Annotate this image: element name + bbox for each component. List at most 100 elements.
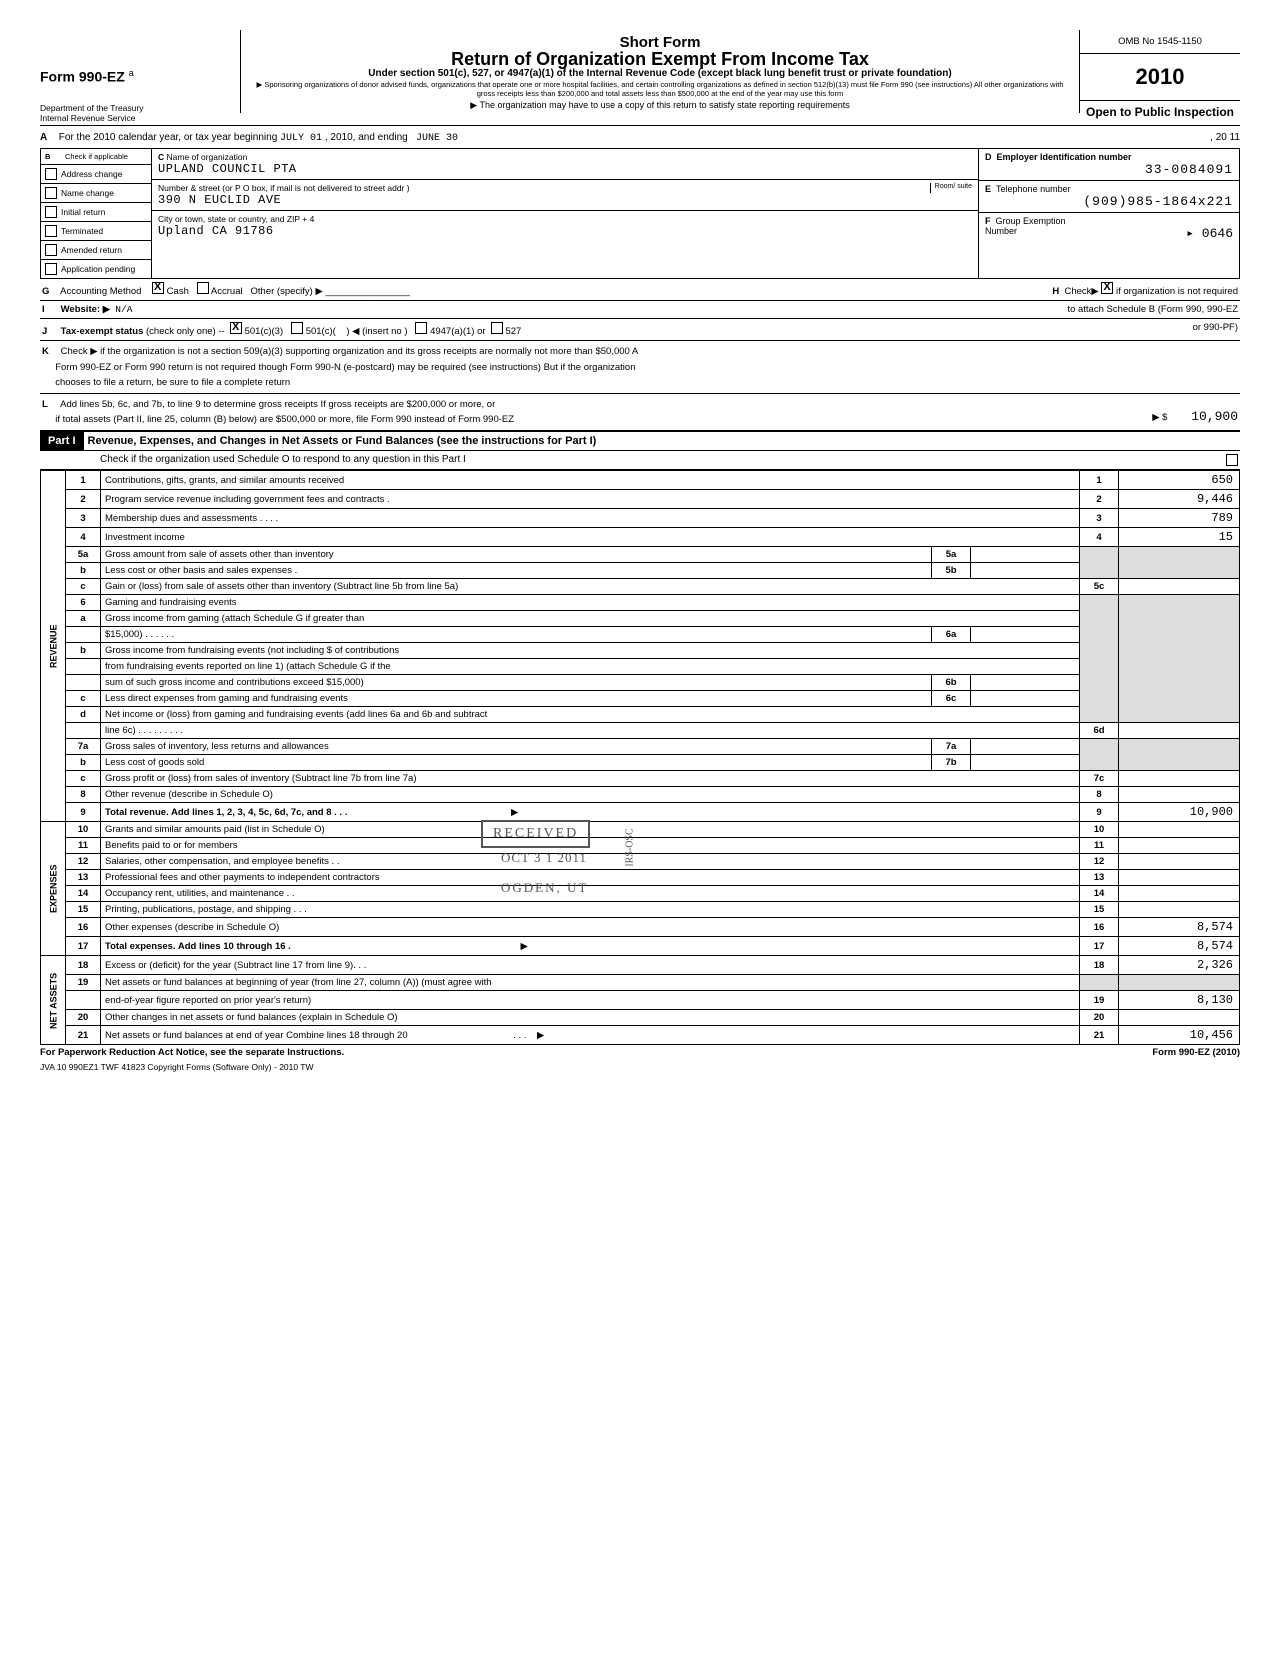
line-amt [1119, 1010, 1240, 1026]
line-num: 21 [66, 1026, 101, 1045]
501c3-label: 501(c)(3) [245, 326, 284, 337]
line-col: 14 [1080, 886, 1119, 902]
column-c: C Name of organization UPLAND COUNCIL PT… [152, 149, 979, 278]
line-num: b [66, 643, 101, 659]
org-name: UPLAND COUNCIL PTA [158, 162, 972, 176]
cb-name-change[interactable]: Name change [41, 184, 151, 203]
dept-line1: Department of the Treasury [40, 103, 230, 113]
street-label: Number & street (or P O box, if mail is … [158, 183, 410, 193]
org-street-row: Number & street (or P O box, if mail is … [152, 180, 978, 211]
cash-checkbox[interactable] [152, 282, 164, 294]
line-amt: 9,446 [1119, 490, 1240, 509]
checkbox-icon[interactable] [45, 225, 57, 237]
other-label: Other (specify) ▶ [251, 286, 323, 297]
omb-number: OMB No 1545-1150 [1080, 30, 1240, 54]
letter-i: I [42, 304, 58, 315]
schedule-b-text: to attach Schedule B (Form 990, 990-EZ [1067, 304, 1238, 315]
org-street: 390 N EUCLID AVE [158, 193, 972, 207]
line-num [66, 991, 101, 1010]
org-city: Upland CA 91786 [158, 224, 972, 238]
501c3-checkbox[interactable] [230, 322, 242, 334]
checkbox-icon[interactable] [45, 244, 57, 256]
4947-checkbox[interactable] [415, 322, 427, 334]
ein-label: Employer Identification number [997, 152, 1132, 162]
checkbox-icon[interactable] [45, 263, 57, 275]
line-num [66, 675, 101, 691]
k-line2: Form 990-EZ or Form 990 return is not re… [55, 362, 635, 373]
cb-terminated[interactable]: Terminated [41, 222, 151, 241]
table-row: 15Printing, publications, postage, and s… [41, 902, 1240, 918]
cb-address-change[interactable]: Address change [41, 165, 151, 184]
tax-exempt-sub: (check only one) -- [146, 326, 225, 337]
accounting-label: Accounting Method [60, 286, 141, 297]
part1-header-row: Part I Revenue, Expenses, and Changes in… [40, 431, 1240, 451]
form-prefix: Form [40, 69, 75, 85]
department-label: Department of the Treasury Internal Reve… [40, 103, 230, 123]
line-desc: Salaries, other compensation, and employ… [101, 854, 1080, 870]
cb-pending[interactable]: Application pending [41, 260, 151, 278]
table-row: 13Professional fees and other payments t… [41, 870, 1240, 886]
netassets-sidebar: NET ASSETS [41, 956, 66, 1045]
cb-initial-return[interactable]: Initial return [41, 203, 151, 222]
table-row: line 6c) . . . . . . . . . 6d [41, 723, 1240, 739]
row-l: L Add lines 5b, 6c, and 7b, to line 9 to… [40, 394, 1240, 431]
org-name-label: Name of organization [167, 152, 248, 162]
schedule-o-checkbox[interactable] [1226, 454, 1238, 466]
website-value: N/A [115, 304, 132, 315]
gray-cell [1119, 595, 1240, 723]
527-checkbox[interactable] [491, 322, 503, 334]
line-desc: Other expenses (describe in Schedule O) [101, 918, 1080, 937]
line-num [66, 723, 101, 739]
table-row: 11Benefits paid to or for members11 [41, 838, 1240, 854]
insert-no: ) ◀ (insert no ) [346, 326, 407, 337]
accrual-checkbox[interactable] [197, 282, 209, 294]
accrual-label: Accrual [211, 286, 243, 297]
checkbox-icon[interactable] [45, 187, 57, 199]
line-num: 1 [66, 471, 101, 490]
501c-checkbox[interactable] [291, 322, 303, 334]
row-i: I Website: ▶ N/A to attach Schedule B (F… [40, 301, 1240, 319]
group-label: Group Exemption [996, 216, 1066, 226]
table-row: sum of such gross income and contributio… [41, 675, 1240, 691]
line-desc: Less cost or other basis and sales expen… [101, 563, 932, 579]
line-desc: Gross income from gaming (attach Schedul… [101, 611, 1080, 627]
line-desc: Net assets or fund balances at beginning… [101, 975, 1080, 991]
line-num: 10 [66, 822, 101, 838]
table-row: c Gross profit or (loss) from sales of i… [41, 771, 1240, 787]
table-row: 2 Program service revenue including gove… [41, 490, 1240, 509]
gray-cell [1080, 975, 1119, 991]
cash-label: Cash [167, 286, 189, 297]
row-j: J Tax-exempt status (check only one) -- … [40, 319, 1240, 341]
checkbox-icon[interactable] [45, 168, 57, 180]
table-row: 14Occupancy rent, utilities, and mainten… [41, 886, 1240, 902]
table-row: from fundraising events reported on line… [41, 659, 1240, 675]
form-label-column: Form 990-EZ a Department of the Treasury… [40, 30, 240, 123]
line-num: 18 [66, 956, 101, 975]
mid-amt [971, 675, 1080, 691]
row-g: G Accounting Method Cash Accrual Other (… [40, 279, 1240, 301]
l-line2: if total assets (Part II, line 25, colum… [55, 414, 514, 425]
h-checkbox[interactable] [1101, 282, 1113, 294]
501c-label: 501(c)( [306, 326, 336, 337]
line-num: 11 [66, 838, 101, 854]
dept-line2: Internal Revenue Service [40, 113, 230, 123]
letter-l: L [42, 397, 58, 412]
mid-num: 6a [932, 627, 971, 643]
line-col: 1 [1080, 471, 1119, 490]
line-desc: Gross income from fundraising events (no… [101, 643, 1080, 659]
checkbox-icon[interactable] [45, 206, 57, 218]
cb-label: Address change [61, 169, 122, 179]
table-row: 4 Investment income 4 15 [41, 528, 1240, 547]
ein-value: 33-0084091 [985, 162, 1233, 177]
table-row: EXPENSES 10 Grants and similar amounts p… [41, 822, 1240, 838]
line-desc: Membership dues and assessments . . . . [101, 509, 1080, 528]
row-k: K Check ▶ if the organization is not a s… [40, 341, 1240, 394]
cb-label: Application pending [61, 264, 135, 274]
line-col: 21 [1080, 1026, 1119, 1045]
line-amt: 8,130 [1119, 991, 1240, 1010]
cb-amended[interactable]: Amended return [41, 241, 151, 260]
cb-label: Amended return [61, 245, 122, 255]
ogden-stamp: OGDEN, UT [501, 880, 588, 896]
line-num: 9 [66, 803, 101, 822]
line-desc: line 6c) . . . . . . . . . [101, 723, 1080, 739]
